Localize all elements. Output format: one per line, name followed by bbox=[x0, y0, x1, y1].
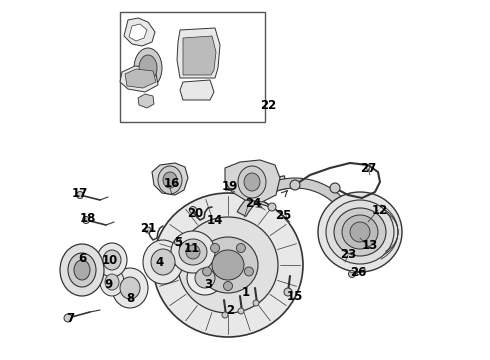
Circle shape bbox=[202, 267, 212, 276]
Text: 7: 7 bbox=[66, 311, 74, 324]
Text: 22: 22 bbox=[260, 99, 276, 112]
Ellipse shape bbox=[171, 231, 215, 273]
Ellipse shape bbox=[139, 55, 157, 81]
Text: 17: 17 bbox=[72, 186, 88, 199]
Ellipse shape bbox=[198, 237, 258, 293]
Text: 21: 21 bbox=[140, 221, 156, 234]
Ellipse shape bbox=[100, 268, 124, 296]
Text: 15: 15 bbox=[287, 291, 303, 303]
Circle shape bbox=[64, 314, 72, 322]
Ellipse shape bbox=[143, 240, 183, 284]
Ellipse shape bbox=[97, 243, 127, 277]
Circle shape bbox=[268, 203, 276, 211]
Text: 10: 10 bbox=[102, 253, 118, 266]
Text: 4: 4 bbox=[156, 256, 164, 270]
Text: 26: 26 bbox=[350, 266, 366, 279]
Circle shape bbox=[330, 183, 340, 193]
Polygon shape bbox=[125, 69, 156, 88]
Ellipse shape bbox=[60, 244, 104, 296]
Circle shape bbox=[145, 227, 151, 233]
Ellipse shape bbox=[178, 217, 278, 313]
Circle shape bbox=[290, 180, 300, 190]
Text: 18: 18 bbox=[80, 212, 96, 225]
Polygon shape bbox=[227, 176, 286, 304]
Circle shape bbox=[223, 282, 232, 291]
Polygon shape bbox=[138, 94, 154, 108]
Ellipse shape bbox=[212, 250, 244, 280]
Text: 16: 16 bbox=[164, 176, 180, 189]
Ellipse shape bbox=[153, 193, 303, 337]
Bar bbox=[120, 12, 265, 122]
Circle shape bbox=[238, 308, 244, 314]
Ellipse shape bbox=[134, 48, 162, 88]
Ellipse shape bbox=[187, 261, 223, 295]
Ellipse shape bbox=[74, 260, 90, 280]
Text: 2: 2 bbox=[226, 303, 234, 316]
Text: 11: 11 bbox=[184, 242, 200, 255]
Text: 8: 8 bbox=[126, 292, 134, 305]
Polygon shape bbox=[129, 24, 147, 41]
Polygon shape bbox=[237, 178, 353, 216]
Text: 20: 20 bbox=[187, 207, 203, 220]
Polygon shape bbox=[177, 28, 220, 78]
Ellipse shape bbox=[68, 253, 96, 287]
Ellipse shape bbox=[244, 173, 260, 191]
Ellipse shape bbox=[103, 250, 121, 270]
Polygon shape bbox=[183, 36, 216, 75]
Text: 5: 5 bbox=[174, 235, 182, 248]
Polygon shape bbox=[225, 160, 280, 202]
Ellipse shape bbox=[151, 249, 175, 275]
Text: 14: 14 bbox=[207, 213, 223, 226]
Ellipse shape bbox=[326, 200, 394, 264]
Text: 23: 23 bbox=[340, 248, 356, 261]
Ellipse shape bbox=[112, 268, 148, 308]
Circle shape bbox=[284, 288, 292, 296]
Text: 1: 1 bbox=[242, 285, 250, 298]
Polygon shape bbox=[120, 66, 158, 92]
Text: 27: 27 bbox=[360, 162, 376, 175]
Text: 12: 12 bbox=[372, 203, 388, 216]
Polygon shape bbox=[180, 80, 214, 100]
Ellipse shape bbox=[342, 215, 378, 249]
Text: 24: 24 bbox=[245, 197, 261, 210]
Ellipse shape bbox=[195, 268, 215, 288]
Ellipse shape bbox=[120, 277, 140, 299]
Circle shape bbox=[174, 239, 181, 246]
Circle shape bbox=[348, 270, 356, 278]
Ellipse shape bbox=[179, 239, 207, 265]
Ellipse shape bbox=[163, 172, 177, 188]
Text: 6: 6 bbox=[78, 252, 86, 265]
Text: 25: 25 bbox=[275, 208, 291, 221]
Text: 13: 13 bbox=[362, 239, 378, 252]
Polygon shape bbox=[152, 163, 188, 195]
Circle shape bbox=[253, 300, 259, 306]
Ellipse shape bbox=[105, 274, 119, 290]
Ellipse shape bbox=[238, 166, 266, 198]
Circle shape bbox=[211, 243, 220, 252]
Text: 3: 3 bbox=[204, 279, 212, 292]
Ellipse shape bbox=[350, 222, 370, 242]
Ellipse shape bbox=[186, 245, 200, 259]
Circle shape bbox=[76, 192, 83, 198]
Circle shape bbox=[82, 216, 90, 224]
Text: 19: 19 bbox=[222, 180, 238, 193]
Circle shape bbox=[237, 243, 245, 252]
Ellipse shape bbox=[334, 208, 386, 256]
Circle shape bbox=[190, 207, 196, 213]
Polygon shape bbox=[124, 18, 155, 46]
Ellipse shape bbox=[318, 192, 402, 272]
Text: 9: 9 bbox=[104, 279, 112, 292]
Ellipse shape bbox=[158, 166, 182, 194]
Circle shape bbox=[222, 312, 228, 318]
Circle shape bbox=[245, 267, 253, 276]
